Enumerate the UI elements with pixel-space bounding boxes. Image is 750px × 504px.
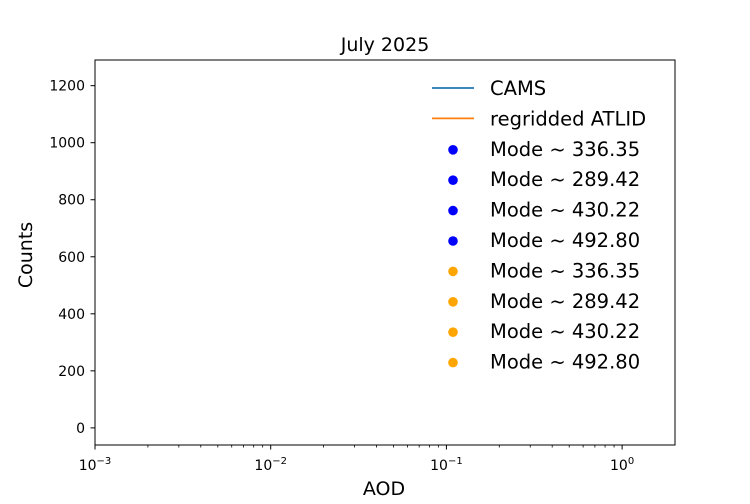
y-axis-label: Counts [15, 222, 37, 288]
legend-label: Mode ~ 492.80 [490, 229, 640, 252]
legend-marker [448, 357, 458, 368]
legend-marker [448, 145, 458, 155]
x-tick-label: 10−1 [430, 456, 463, 474]
y-axis-ticks: 0 200 400 600 800 1000 1200 [49, 79, 95, 437]
y-tick-label: 400 [58, 307, 85, 323]
legend-label: Mode ~ 430.22 [490, 199, 640, 222]
x-tick-label: 10−2 [254, 456, 287, 474]
legend-marker [448, 297, 458, 307]
y-tick-label: 1000 [49, 136, 85, 152]
legend: CAMS regridded ATLID Mode ~ 336.35 Mode ~ 2… [432, 77, 646, 374]
y-tick-label: 1200 [49, 79, 85, 95]
plot-area [95, 60, 675, 445]
legend-marker [448, 175, 458, 185]
x-tick-label: 100 [610, 456, 634, 474]
x-axis-ticks: 10−3 10−2 10−1 100 [79, 445, 634, 474]
legend-label: Mode ~ 492.80 [490, 351, 640, 374]
x-axis-label: AOD [363, 478, 405, 500]
legend-marker [448, 327, 458, 338]
y-tick-label: 600 [58, 250, 85, 266]
legend-label: Mode ~ 336.35 [490, 138, 640, 161]
legend-marker [448, 266, 458, 277]
legend-marker [448, 236, 458, 246]
legend-marker [448, 205, 458, 216]
y-tick-label: 800 [58, 193, 85, 209]
plot-frame [94, 59, 676, 446]
legend-label: Mode ~ 289.42 [490, 168, 640, 191]
y-tick-label: 200 [58, 364, 85, 380]
legend-label: Mode ~ 336.35 [490, 259, 640, 282]
y-tick-label: 0 [76, 421, 85, 437]
x-tick-label: 10−3 [79, 456, 112, 474]
legend-label: Mode ~ 430.22 [490, 320, 640, 343]
legend-label: CAMS [490, 77, 546, 100]
legend-label: Mode ~ 289.42 [490, 290, 640, 313]
chart-title: July 2025 [340, 34, 430, 56]
legend-label: regridded ATLID [490, 107, 646, 130]
